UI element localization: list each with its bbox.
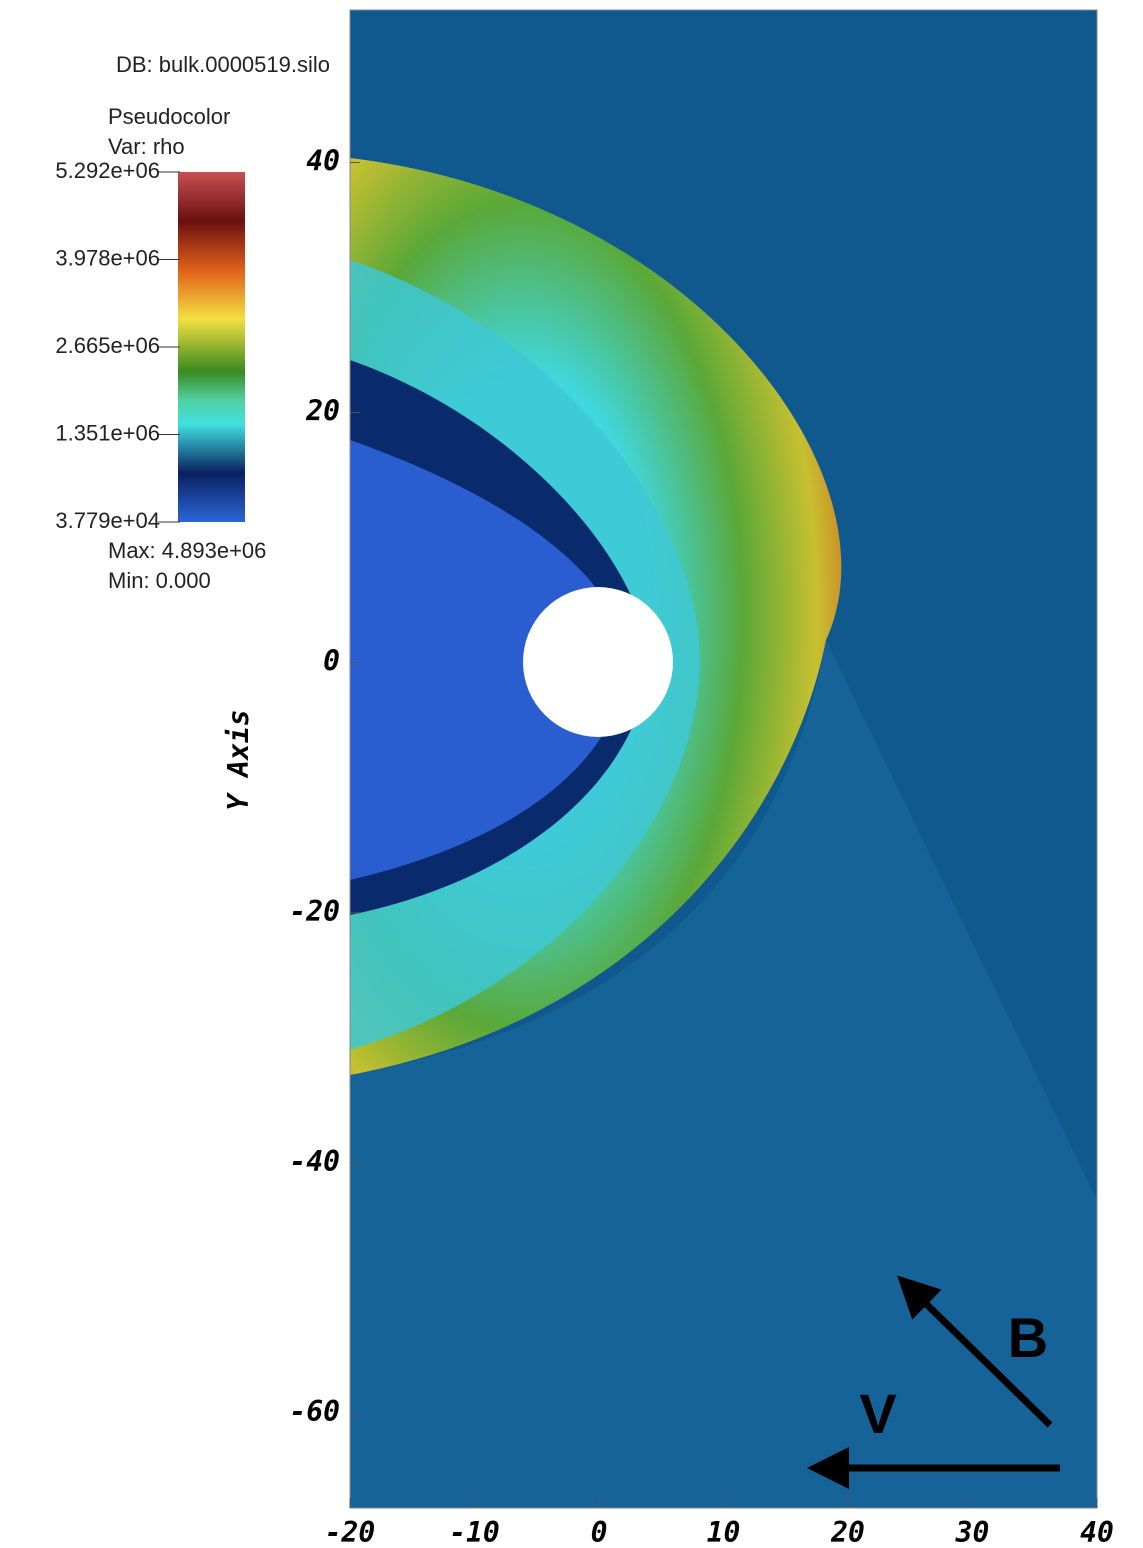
- x-tick-label: -20: [325, 1516, 376, 1548]
- b-label: B: [1008, 1306, 1048, 1369]
- colorbar-tick-label: 3.978e+06: [55, 245, 160, 270]
- figure: DB: bulk.0000519.silo Pseudocolor Var: r…: [0, 0, 1143, 1548]
- x-tick-label: 10: [707, 1516, 741, 1548]
- y-tick-label: 0: [323, 645, 340, 678]
- v-label: V: [859, 1382, 896, 1445]
- colorbar-tick-label: 2.665e+06: [55, 333, 160, 358]
- colorbar-tick-label: 3.779e+04: [55, 508, 160, 533]
- stat-min: Min: 0.000: [108, 568, 211, 593]
- x-tick-label: 20: [830, 1516, 865, 1548]
- y-tick-label: -60: [289, 1395, 340, 1428]
- db-name: DB: bulk.0000519.silo: [116, 52, 330, 77]
- y-tick-label: 40: [306, 145, 340, 178]
- var-name: Var: rho: [108, 134, 185, 159]
- y-tick-label: 20: [305, 395, 340, 428]
- y-tick-label: -40: [289, 1145, 340, 1178]
- y-axis-label: Y Axis: [222, 709, 255, 810]
- x-tick-label: 0: [591, 1516, 608, 1548]
- stat-max: Max: 4.893e+06: [108, 538, 266, 563]
- colorbar: [178, 172, 245, 522]
- y-tick-label: -20: [289, 895, 340, 928]
- plot-name: Pseudocolor: [108, 104, 230, 129]
- field-image: [350, 10, 1097, 1508]
- x-tick-label: 40: [1080, 1516, 1114, 1548]
- x-tick-label: 30: [955, 1516, 990, 1548]
- colorbar-tick-label: 1.351e+06: [55, 420, 160, 445]
- x-tick-label: -10: [449, 1516, 500, 1548]
- colorbar-tick-label: 5.292e+06: [55, 158, 160, 183]
